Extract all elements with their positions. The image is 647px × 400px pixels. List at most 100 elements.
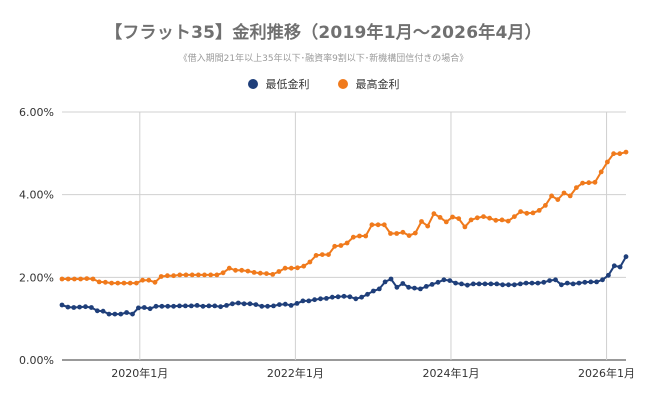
legend-item-max-rate[interactable]: 最高金利 — [337, 76, 400, 92]
data-point — [208, 272, 214, 278]
data-point — [488, 281, 494, 287]
data-point — [536, 208, 542, 213]
legend-item-min-rate[interactable]: 最低金利 — [247, 76, 310, 92]
series-line — [61, 256, 627, 316]
data-point — [493, 217, 499, 223]
data-point — [332, 243, 338, 249]
data-point — [200, 303, 206, 309]
data-point — [326, 252, 331, 257]
data-point — [494, 281, 500, 287]
data-point — [617, 151, 623, 157]
legend-label-min-rate: 最低金利 — [265, 78, 310, 91]
data-point — [517, 281, 523, 287]
data-point — [288, 303, 294, 308]
data-point — [59, 276, 65, 282]
data-point — [623, 254, 629, 260]
data-point — [96, 279, 102, 285]
data-point — [188, 303, 194, 309]
data-point — [400, 281, 406, 286]
data-point — [611, 151, 616, 157]
data-point — [109, 280, 114, 286]
data-point — [106, 311, 112, 317]
y-tick-label: 6.00% — [19, 106, 54, 119]
data-point — [347, 294, 353, 300]
data-point — [394, 231, 400, 236]
data-point — [84, 276, 90, 281]
y-tick-label: 4.00% — [19, 189, 54, 202]
data-point — [594, 279, 599, 285]
data-point — [529, 280, 535, 286]
data-point — [561, 190, 567, 196]
data-point — [177, 303, 182, 309]
data-point — [224, 303, 229, 308]
data-point — [112, 311, 118, 317]
data-point — [406, 284, 411, 290]
data-point — [115, 280, 121, 286]
legend-marker-max-rate — [337, 79, 348, 89]
data-point — [230, 301, 235, 307]
data-point — [588, 279, 594, 285]
data-point — [586, 180, 592, 186]
data-point — [329, 294, 335, 300]
data-point — [324, 296, 329, 301]
data-point — [177, 272, 183, 278]
data-point — [341, 293, 347, 299]
data-point — [412, 285, 417, 291]
data-point — [165, 303, 171, 309]
data-point — [530, 210, 536, 216]
data-point — [574, 185, 579, 191]
data-point — [547, 278, 552, 283]
data-point — [141, 305, 147, 310]
data-point — [134, 280, 139, 286]
data-point — [535, 280, 541, 286]
data-point — [376, 286, 382, 292]
data-point — [165, 273, 170, 279]
data-point — [71, 305, 77, 310]
data-point — [300, 298, 306, 304]
data-point — [152, 279, 158, 285]
data-point — [359, 294, 364, 300]
data-point — [257, 270, 263, 276]
chart-subtitle: 《借入期間21年以上35年以下･融資率9割以下･新機構団信付きの場合》 — [178, 54, 469, 64]
data-point — [59, 302, 65, 308]
chart-title: 【フラット35】金利推移（2019年1月～2026年4月） — [105, 23, 542, 43]
data-point — [220, 270, 226, 276]
data-point — [371, 288, 376, 294]
data-point — [159, 303, 165, 309]
data-point — [406, 233, 412, 239]
data-point — [598, 169, 604, 175]
data-point — [77, 304, 82, 310]
data-point — [500, 282, 505, 288]
data-point — [453, 280, 458, 286]
data-point — [582, 279, 588, 285]
data-point — [312, 297, 317, 303]
data-point — [592, 179, 598, 185]
data-point — [506, 282, 511, 288]
data-point — [78, 276, 83, 282]
data-point — [247, 301, 253, 307]
data-point — [245, 268, 251, 274]
data-point — [465, 282, 470, 288]
data-point — [606, 272, 611, 278]
legend-marker-min-rate — [247, 79, 258, 89]
data-point — [365, 291, 370, 297]
data-point — [459, 281, 464, 287]
x-tick-label: 2020年1月 — [111, 366, 168, 380]
axis-labels: 0.00% 2.00% 4.00% 6.00% 2020年1月 2022年1月 2024年1… — [19, 106, 635, 380]
x-tick-label: 2022年1月 — [267, 366, 324, 380]
data-point — [567, 193, 573, 199]
data-point — [194, 303, 200, 308]
data-point — [136, 305, 141, 311]
data-point — [65, 304, 71, 310]
series-line — [62, 151, 627, 285]
data-point — [555, 197, 561, 203]
data-point — [576, 280, 582, 286]
data-point — [259, 303, 265, 309]
data-point — [429, 282, 435, 287]
data-point — [418, 286, 423, 292]
data-point — [441, 277, 447, 283]
data-point — [124, 310, 129, 315]
data-point — [381, 222, 387, 228]
data-point — [437, 215, 443, 220]
